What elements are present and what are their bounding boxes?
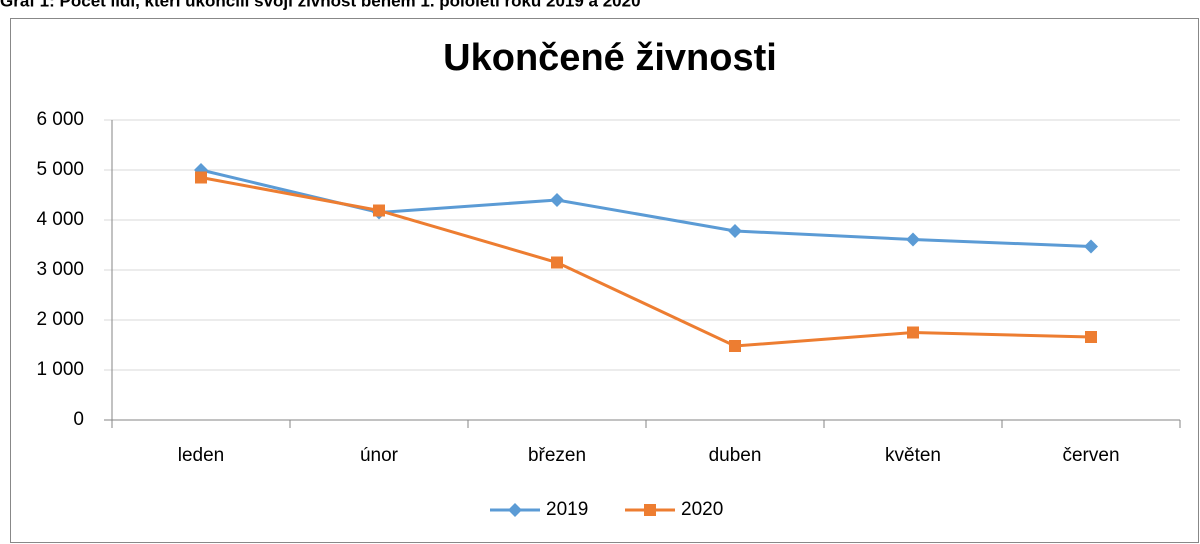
legend-label: 2019 [546,499,588,520]
data-point [195,171,207,184]
data-point [728,224,742,238]
chart-frame [10,18,1199,543]
data-point [551,256,563,269]
data-point [906,232,920,247]
data-point [1085,331,1097,343]
caption: Graf 1: Počet lidí, kteří ukončili svoji… [0,0,641,10]
y-tick-label: 5 000 [36,159,84,180]
legend-marker [644,504,656,516]
y-tick-label: 4 000 [36,209,84,230]
data-point [907,326,919,339]
x-tick-label: leden [178,445,225,466]
y-tick-label: 0 [73,409,84,430]
y-tick-label: 1 000 [36,359,84,380]
data-point [373,204,385,217]
legend-marker [508,503,522,517]
x-tick-label: duben [709,445,762,466]
x-tick-label: březen [528,445,586,466]
y-tick-label: 3 000 [36,259,84,280]
chart-title: Ukončené živnosti [443,37,777,79]
data-point [729,340,741,352]
x-tick-label: červen [1062,445,1119,466]
legend-label: 2020 [681,499,723,520]
y-tick-label: 6 000 [36,109,84,130]
data-point [550,193,564,207]
x-tick-label: květen [885,445,941,466]
x-tick-label: únor [360,445,399,466]
series-line [200,176,1092,348]
y-tick-label: 2 000 [36,309,84,330]
data-point [1084,239,1098,254]
